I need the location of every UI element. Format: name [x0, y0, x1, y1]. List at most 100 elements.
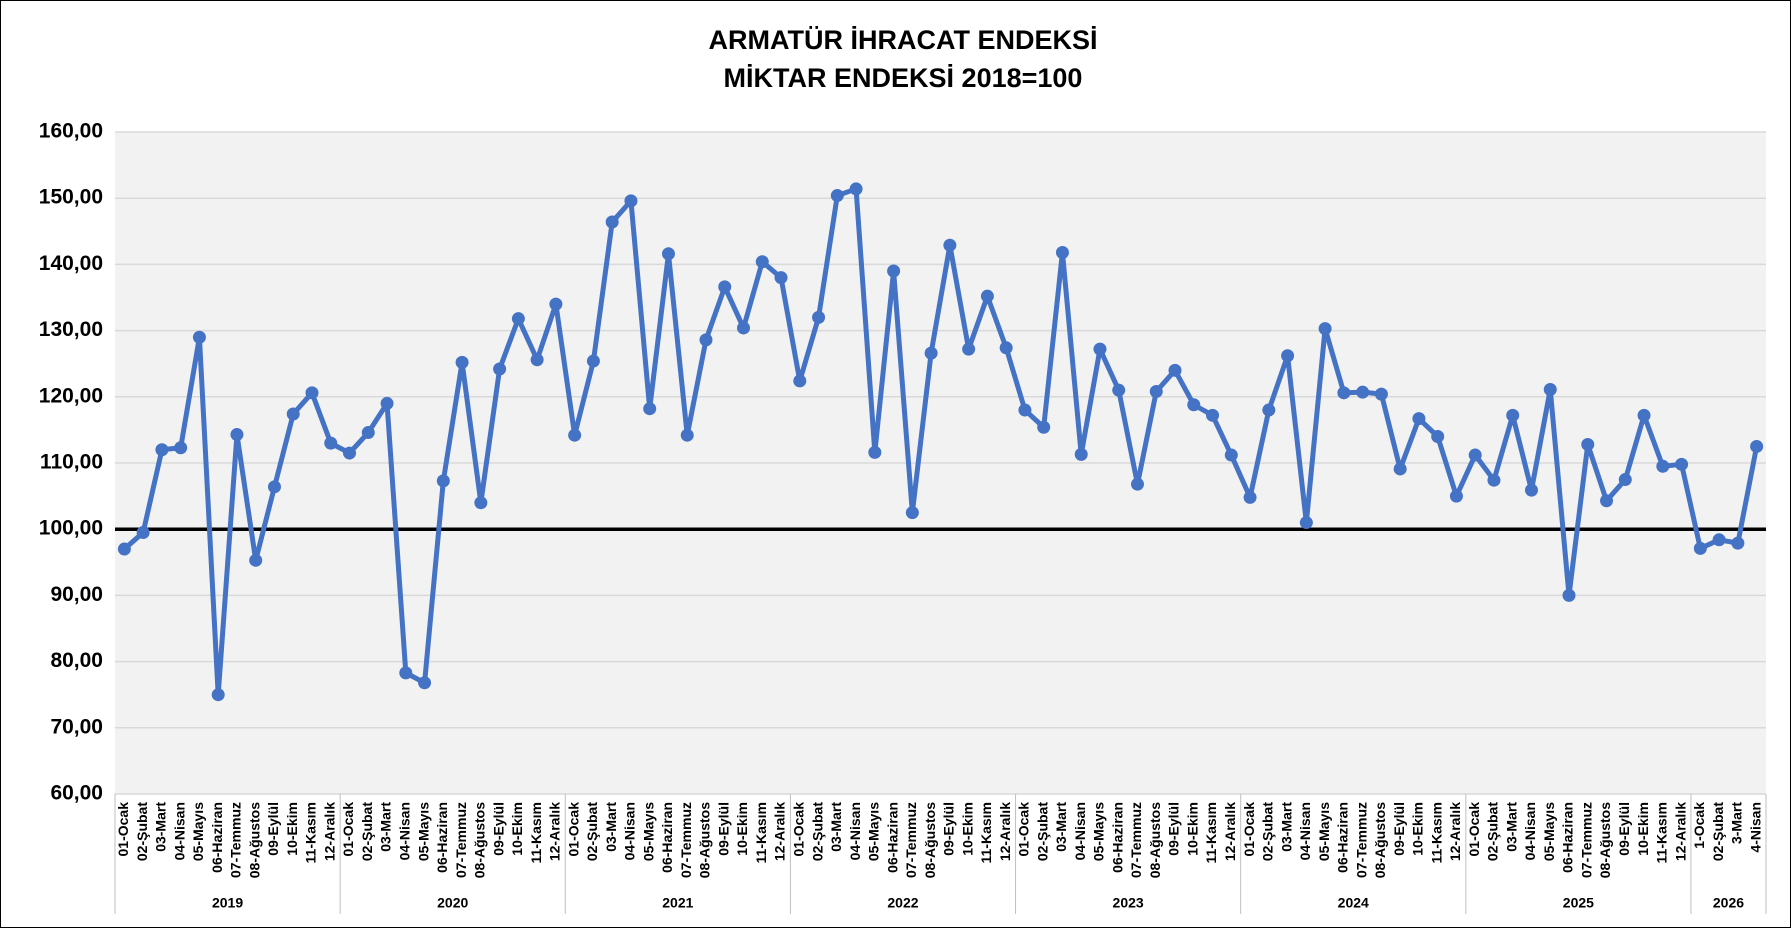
marker	[399, 666, 413, 680]
chart-title: ARMATÜR İHRACAT ENDEKSİ	[709, 25, 1098, 55]
y-tick-label: 60,00	[50, 782, 103, 805]
marker	[905, 506, 919, 520]
marker	[1731, 536, 1745, 550]
x-tick-label: 08-Ağustos	[246, 802, 262, 878]
marker	[155, 443, 169, 457]
marker	[1187, 398, 1201, 412]
marker	[962, 342, 976, 356]
x-tick-label: 02-Şubat	[134, 802, 150, 861]
x-tick-label: 02-Şubat	[1485, 802, 1501, 861]
y-tick-label: 110,00	[40, 451, 103, 474]
x-group-label: 2021	[662, 895, 693, 911]
marker	[474, 496, 488, 510]
marker	[230, 428, 244, 442]
marker	[1431, 430, 1445, 444]
marker	[436, 474, 450, 488]
marker	[774, 271, 788, 285]
x-tick-label: 12-Aralık	[997, 802, 1013, 861]
x-tick-label: 09-Eylül	[941, 802, 957, 856]
marker	[136, 526, 150, 540]
marker	[1543, 383, 1557, 397]
marker	[1112, 383, 1126, 397]
x-tick-label: 10-Ekim	[1635, 802, 1651, 856]
x-tick-label: 02-Şubat	[1260, 802, 1276, 861]
marker	[1337, 386, 1351, 400]
x-tick-label: 4-Nisan	[1747, 802, 1763, 853]
x-tick-label: 12-Aralık	[772, 802, 788, 861]
x-tick-label: 06-Haziran	[884, 802, 900, 873]
x-tick-label: 11-Kasım	[528, 802, 544, 863]
x-tick-label: 03-Mart	[1053, 802, 1069, 852]
x-tick-label: 04-Nisan	[397, 802, 413, 860]
marker	[1168, 363, 1182, 377]
marker	[624, 194, 638, 208]
y-tick-label: 160,00	[39, 120, 103, 143]
marker	[568, 428, 582, 442]
x-tick-label: 11-Kasım	[1654, 802, 1670, 863]
marker	[1318, 322, 1332, 336]
marker	[943, 238, 957, 252]
marker	[980, 289, 994, 303]
x-tick-label: 02-Şubat	[359, 802, 375, 861]
x-tick-label: 08-Ağustos	[472, 802, 488, 878]
x-tick-label: 01-Ocak	[115, 802, 131, 857]
marker	[1037, 420, 1051, 434]
marker	[1712, 533, 1726, 547]
x-tick-label: 09-Eylül	[715, 802, 731, 856]
x-tick-label: 11-Kasım	[753, 802, 769, 863]
marker	[1675, 457, 1689, 471]
marker	[305, 386, 319, 400]
marker	[343, 446, 357, 460]
marker	[267, 480, 281, 494]
marker	[605, 215, 619, 229]
x-tick-label: 07-Temmuz	[903, 802, 919, 878]
y-tick-label: 70,00	[50, 715, 103, 738]
marker	[849, 182, 863, 196]
marker	[324, 436, 338, 450]
x-tick-label: 10-Ekim	[959, 802, 975, 856]
marker	[699, 333, 713, 347]
marker	[830, 189, 844, 203]
x-tick-label: 11-Kasım	[303, 802, 319, 863]
x-tick-label: 08-Ağustos	[1147, 802, 1163, 878]
x-tick-label: 05-Mayıs	[1541, 802, 1557, 861]
marker	[1656, 459, 1670, 473]
marker	[1149, 385, 1163, 399]
marker	[1581, 437, 1595, 451]
marker	[192, 330, 206, 344]
x-tick-label: 07-Temmuz	[228, 802, 244, 878]
marker	[1018, 403, 1032, 417]
x-tick-label: 04-Nisan	[171, 802, 187, 860]
x-tick-label: 12-Aralık	[1672, 802, 1688, 861]
x-tick-label: 06-Haziran	[1335, 802, 1351, 873]
marker	[1393, 462, 1407, 476]
x-tick-label: 01-Ocak	[1466, 802, 1482, 857]
marker	[1693, 541, 1707, 555]
marker	[586, 354, 600, 368]
marker	[1618, 473, 1632, 487]
x-tick-label: 05-Mayıs	[190, 802, 206, 861]
marker	[380, 396, 394, 410]
y-tick-label: 130,00	[39, 318, 103, 341]
marker	[1562, 588, 1576, 602]
x-tick-label: 03-Mart	[153, 802, 169, 852]
x-tick-label: 12-Aralık	[321, 802, 337, 861]
marker	[1055, 245, 1069, 259]
marker	[1206, 408, 1220, 422]
marker	[755, 255, 769, 269]
marker	[737, 321, 751, 335]
x-tick-label: 05-Mayıs	[640, 802, 656, 861]
x-tick-label: 12-Aralık	[547, 802, 563, 861]
marker	[999, 341, 1013, 355]
marker	[868, 445, 882, 459]
y-tick-label: 90,00	[50, 583, 103, 606]
marker	[1374, 387, 1388, 401]
marker	[455, 355, 469, 369]
x-tick-label: 11-Kasım	[978, 802, 994, 863]
marker	[812, 310, 826, 324]
marker	[1093, 342, 1107, 356]
x-tick-label: 04-Nisan	[1072, 802, 1088, 860]
x-tick-label: 04-Nisan	[1297, 802, 1313, 860]
y-tick-label: 80,00	[50, 649, 103, 672]
x-tick-label: 09-Eylül	[265, 802, 281, 856]
